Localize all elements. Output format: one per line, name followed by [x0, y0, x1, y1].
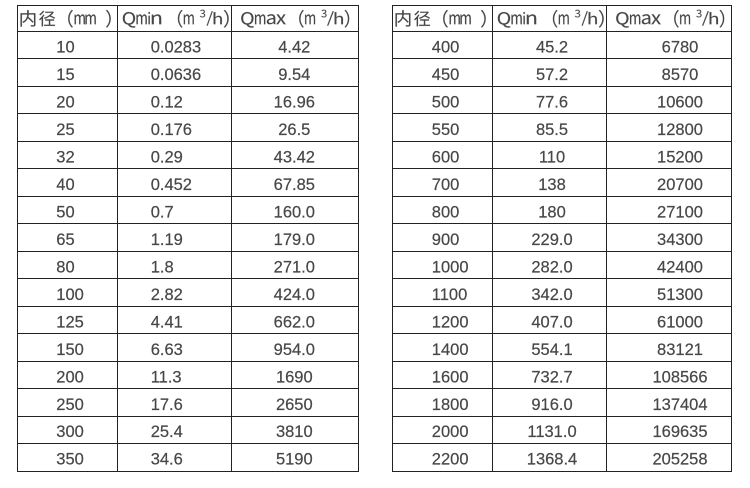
svg-text:342.0: 342.0	[531, 286, 572, 304]
svg-text:34.6: 34.6	[151, 451, 183, 469]
svg-text:0.7: 0.7	[151, 204, 174, 222]
svg-text:205258: 205258	[652, 451, 707, 469]
svg-text:400: 400	[432, 39, 460, 57]
svg-text:10600: 10600	[657, 94, 703, 112]
svg-text:137404: 137404	[652, 396, 707, 414]
svg-text:65: 65	[56, 231, 74, 249]
svg-text:11.3: 11.3	[151, 368, 182, 386]
svg-text:4.42: 4.42	[278, 39, 310, 57]
svg-text:20: 20	[56, 94, 74, 112]
svg-text:5190: 5190	[276, 451, 313, 469]
svg-text:8570: 8570	[662, 66, 699, 84]
svg-text:1100: 1100	[432, 286, 467, 304]
svg-text:15200: 15200	[657, 149, 703, 167]
svg-text:1000: 1000	[432, 258, 469, 276]
svg-text:100: 100	[56, 286, 84, 304]
svg-text:450: 450	[432, 66, 460, 84]
svg-text:250: 250	[56, 396, 84, 414]
svg-text:2000: 2000	[432, 423, 469, 441]
svg-text:300: 300	[56, 423, 84, 441]
svg-text:45.2: 45.2	[536, 39, 568, 57]
svg-text:1200: 1200	[432, 313, 469, 331]
svg-text:12800: 12800	[657, 121, 703, 139]
svg-text:15: 15	[56, 66, 74, 84]
svg-text:0.0283: 0.0283	[151, 39, 201, 57]
svg-text:67.85: 67.85	[274, 176, 315, 194]
svg-text:10: 10	[56, 39, 74, 57]
svg-text:1.8: 1.8	[151, 258, 174, 276]
svg-text:0.176: 0.176	[151, 121, 192, 139]
svg-text:80: 80	[56, 258, 74, 276]
svg-text:25: 25	[56, 121, 74, 139]
svg-text:40: 40	[56, 176, 74, 194]
svg-text:0.29: 0.29	[151, 149, 183, 167]
svg-text:1600: 1600	[432, 368, 469, 386]
svg-text:1131.0: 1131.0	[527, 423, 576, 441]
svg-text:1368.4: 1368.4	[527, 451, 577, 469]
svg-text:108566: 108566	[652, 368, 707, 386]
svg-text:0.12: 0.12	[151, 94, 183, 112]
svg-text:916.0: 916.0	[531, 396, 572, 414]
svg-text:85.5: 85.5	[536, 121, 568, 139]
svg-text:25.4: 25.4	[151, 423, 183, 441]
svg-text:16.96: 16.96	[274, 94, 315, 112]
svg-text:600: 600	[432, 149, 460, 167]
svg-text:2200: 2200	[432, 451, 469, 469]
svg-text:662.0: 662.0	[274, 313, 315, 331]
svg-text:229.0: 229.0	[531, 231, 572, 249]
svg-text:550: 550	[432, 121, 460, 139]
svg-text:179.0: 179.0	[274, 231, 315, 249]
svg-text:83121: 83121	[657, 341, 703, 359]
svg-text:26.5: 26.5	[278, 121, 310, 139]
svg-text:9.54: 9.54	[278, 66, 310, 84]
svg-text:50: 50	[56, 204, 74, 222]
svg-text:800: 800	[432, 204, 460, 222]
svg-text:125: 125	[56, 313, 84, 331]
svg-text:6.63: 6.63	[151, 341, 183, 359]
svg-text:17.6: 17.6	[151, 396, 183, 414]
svg-text:954.0: 954.0	[274, 341, 315, 359]
svg-text:424.0: 424.0	[274, 286, 315, 304]
svg-text:110: 110	[539, 149, 565, 167]
svg-text:200: 200	[56, 368, 84, 386]
svg-text:500: 500	[432, 94, 460, 112]
svg-text:61000: 61000	[657, 313, 703, 331]
svg-text:77.6: 77.6	[536, 94, 568, 112]
svg-text:6780: 6780	[662, 39, 699, 57]
svg-text:282.0: 282.0	[531, 258, 572, 276]
svg-text:2650: 2650	[276, 396, 313, 414]
svg-text:732.7: 732.7	[531, 368, 572, 386]
svg-text:1690: 1690	[276, 368, 313, 386]
svg-text:4.41: 4.41	[151, 313, 183, 331]
svg-text:150: 150	[56, 341, 84, 359]
svg-text:407.0: 407.0	[531, 313, 572, 331]
svg-text:2.82: 2.82	[151, 286, 183, 304]
svg-text:42400: 42400	[657, 258, 703, 276]
svg-text:271.0: 271.0	[274, 258, 315, 276]
svg-text:57.2: 57.2	[536, 66, 568, 84]
svg-text:0.0636: 0.0636	[151, 66, 201, 84]
svg-text:169635: 169635	[652, 423, 707, 441]
svg-text:160.0: 160.0	[274, 204, 315, 222]
svg-text:20700: 20700	[657, 176, 703, 194]
svg-text:1800: 1800	[432, 396, 469, 414]
svg-text:350: 350	[56, 451, 84, 469]
svg-text:900: 900	[432, 231, 460, 249]
svg-text:180: 180	[538, 204, 566, 222]
svg-text:138: 138	[538, 176, 566, 194]
svg-text:32: 32	[56, 149, 74, 167]
svg-text:554.1: 554.1	[531, 341, 572, 359]
svg-text:51300: 51300	[657, 286, 703, 304]
svg-text:1400: 1400	[432, 341, 469, 359]
svg-text:700: 700	[432, 176, 460, 194]
svg-text:34300: 34300	[657, 231, 703, 249]
svg-text:43.42: 43.42	[274, 149, 315, 167]
svg-text:27100: 27100	[657, 204, 703, 222]
svg-text:3810: 3810	[276, 423, 313, 441]
svg-text:1.19: 1.19	[151, 231, 183, 249]
svg-text:0.452: 0.452	[151, 176, 192, 194]
